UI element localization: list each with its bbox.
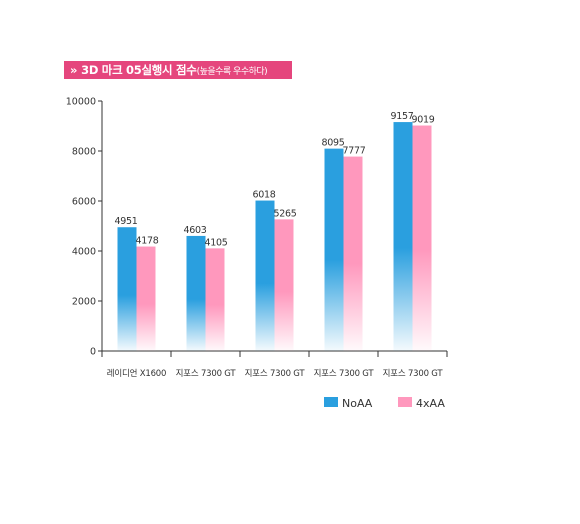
data-label: 6018 [253, 190, 276, 201]
chevron-icon: » [70, 63, 78, 77]
data-label: 4951 [115, 216, 138, 227]
bar-noaa [186, 235, 206, 351]
y-tick-label: 2000 [72, 297, 96, 308]
bar-noaa [393, 122, 413, 351]
bar-noaa [117, 227, 137, 351]
y-tick-label: 10000 [66, 97, 96, 108]
data-label: 8095 [322, 138, 345, 149]
data-label: 4178 [136, 236, 159, 247]
bar-noaa [255, 200, 275, 351]
data-label: 5265 [274, 208, 297, 219]
y-tick-label: 0 [90, 347, 96, 358]
bar-4xaa [205, 248, 225, 351]
y-tick-label: 4000 [72, 247, 96, 258]
bar-4xaa [412, 125, 432, 352]
x-category-label: 지포스 7300 GT [245, 369, 306, 379]
bar-4xaa [343, 156, 363, 351]
chart-title-bar: » 3D 마크 05실행시 점수(높을수록 우수하다) [64, 61, 292, 79]
legend-4xaa-swatch [398, 397, 412, 407]
chart-title: » 3D 마크 05실행시 점수(높을수록 우수하다) [70, 62, 268, 80]
data-label: 4105 [205, 237, 228, 248]
x-category-label: 지포스 7300 GT [383, 369, 444, 379]
x-category-label: 지포스 7300 GT [176, 369, 237, 379]
x-category-label: 레이디언 X1600 [107, 368, 166, 379]
chart-title-subtitle: (높을수록 우수하다) [196, 67, 268, 77]
bar-noaa [324, 148, 344, 351]
legend-noaa-label: NoAA [342, 397, 373, 410]
bar-4xaa [136, 246, 156, 351]
data-label: 9019 [412, 115, 435, 126]
legend-4xaa-label: 4xAA [416, 397, 445, 410]
x-category-label: 지포스 7300 GT [314, 369, 375, 379]
data-label: 4603 [184, 225, 207, 236]
chart-title-main: 3D 마크 05실행시 점수 [81, 63, 197, 77]
data-label: 9157 [391, 111, 414, 122]
bar-4xaa [274, 219, 294, 351]
y-tick-label: 8000 [72, 147, 96, 158]
legend-noaa-swatch [324, 397, 338, 407]
y-tick-label: 6000 [72, 197, 96, 208]
data-label: 7777 [343, 146, 366, 157]
